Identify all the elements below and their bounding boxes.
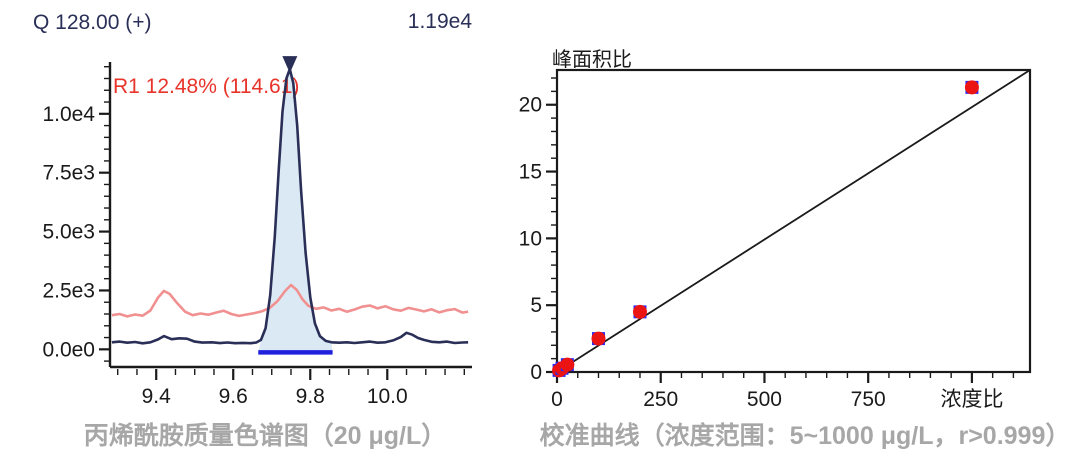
calibration-axes: 0 5 10 15 20 0 250 500 750 <box>519 68 1032 411</box>
x-tick-label: 0 <box>551 388 563 411</box>
apex-triangle-icon <box>282 56 298 74</box>
data-point-circle <box>964 80 979 95</box>
x-tick-label: 9.6 <box>219 385 248 408</box>
x-tick-label: 750 <box>851 388 886 411</box>
y-tick-label: 5 <box>530 294 542 317</box>
y-tick-label: 15 <box>519 161 542 184</box>
chromatogram-panel: Q 128.00 (+) 1.19e4 0.0e0 2.5e3 5.0e3 7.5e3… <box>33 10 472 408</box>
chromatogram-caption: 丙烯酰胺质量色谱图（20 μg/L） <box>83 422 447 450</box>
peak-fill-area <box>258 69 333 353</box>
peak-fill <box>258 69 333 353</box>
peak-annotation: R1 12.48% (114.61) <box>113 75 299 98</box>
x-tick-label: 250 <box>643 388 678 411</box>
y-tick-label: 0.0e0 <box>42 338 95 361</box>
y-tick-label: 1.0e4 <box>42 103 95 126</box>
chromatogram-max-intensity-label: 1.19e4 <box>408 10 473 33</box>
chromatogram-axes: 0.0e0 2.5e3 5.0e3 7.5e3 1.0e4 9.4 9.6 9.8 10.0 <box>42 62 472 408</box>
chromatogram-title: Q 128.00 (+) <box>33 11 151 34</box>
plot-box <box>555 68 1032 374</box>
x-tick-label: 9.8 <box>296 385 325 408</box>
y-tick-label: 20 <box>519 94 542 117</box>
calibration-caption: 校准曲线（浓度范围：5~1000 μg/L，r>0.999） <box>539 422 1071 450</box>
calibration-fit-line <box>556 69 1031 373</box>
x-tick-label: 10.0 <box>367 385 408 408</box>
calibration-points <box>552 80 979 378</box>
y-tick-label: 10 <box>519 227 542 250</box>
y-tick-label: 7.5e3 <box>42 162 95 185</box>
data-point-circle <box>591 331 606 346</box>
calibration-panel: 0 5 10 15 20 0 250 500 750 峰面积比 浓度比 <box>519 48 1032 411</box>
quantifier-trace <box>111 67 469 345</box>
qualifier-trace <box>111 283 469 318</box>
data-point-circle <box>632 304 647 319</box>
fit-line <box>556 69 1031 373</box>
y-tick-label: 0 <box>530 361 542 384</box>
x-tick-label: 500 <box>747 388 782 411</box>
y-tick-label: 2.5e3 <box>42 279 95 302</box>
quantifier-trace-line <box>111 67 469 345</box>
y-axis-title: 峰面积比 <box>552 48 632 71</box>
y-tick-label: 5.0e3 <box>42 221 95 244</box>
peak-apex-marker-icon <box>282 56 298 74</box>
data-point-circle <box>560 357 575 372</box>
qualifier-trace-line <box>111 283 469 318</box>
charts-svg: Q 128.00 (+) 1.19e4 0.0e0 2.5e3 5.0e3 7.5e3… <box>33 10 1032 411</box>
x-tick-label: 9.4 <box>142 385 172 408</box>
x-axis-title: 浓度比 <box>941 388 1004 411</box>
